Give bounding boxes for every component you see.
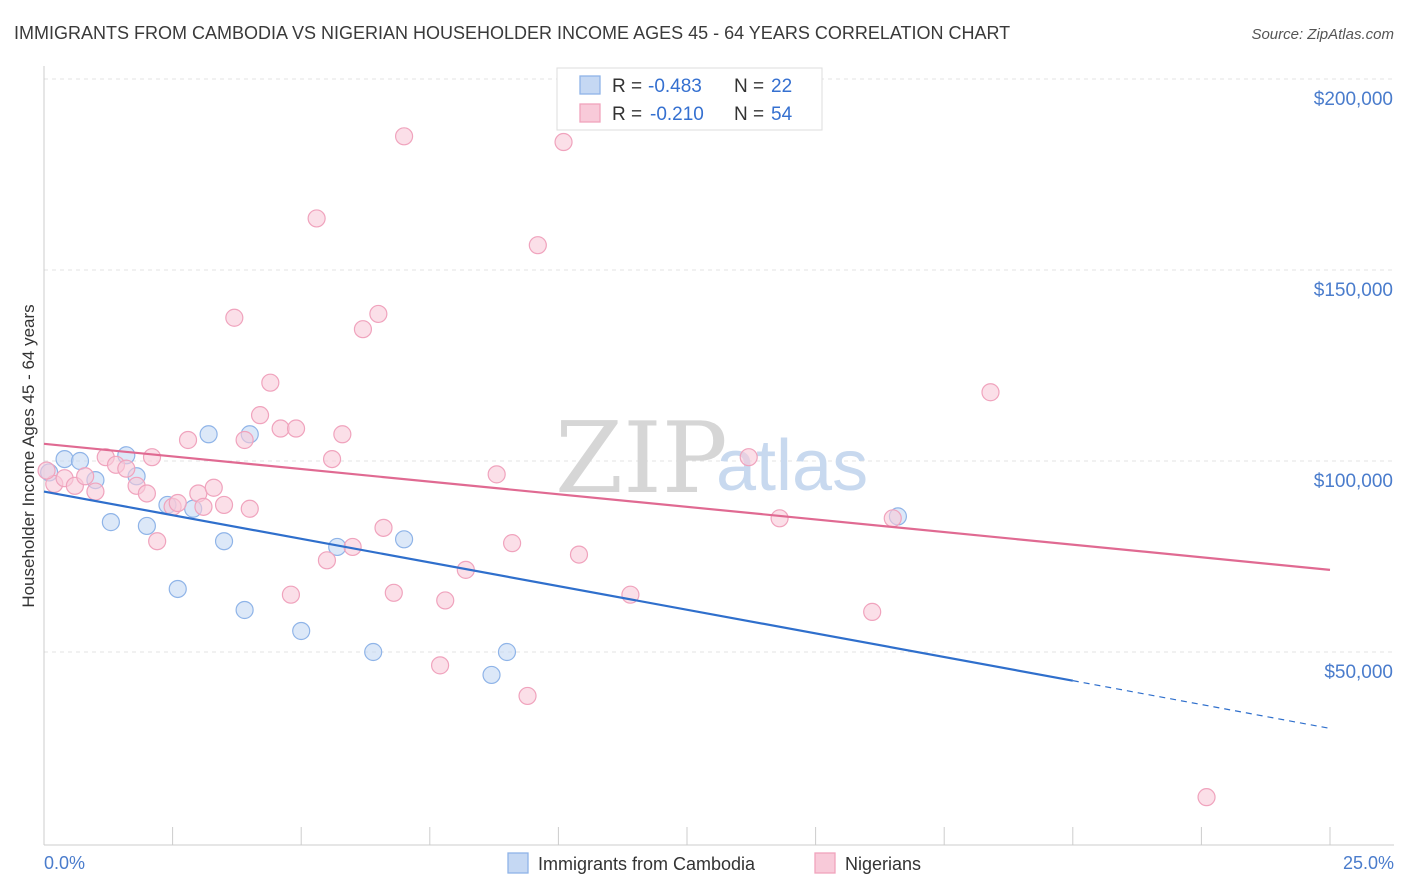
data-point [883, 509, 902, 528]
data-point [333, 425, 352, 444]
data-point [235, 600, 254, 620]
data-point [117, 459, 136, 478]
data-point [863, 602, 882, 621]
data-point [394, 127, 414, 146]
y-tick-label: $50,000 [1324, 662, 1393, 683]
data-point [199, 425, 218, 444]
series-legend-swatch-nigerians[interactable] [814, 852, 836, 874]
data-point [503, 534, 522, 553]
gridlines [44, 78, 1394, 653]
data-point [353, 320, 373, 339]
stats-legend-swatch-cambodia [579, 75, 601, 95]
data-point [76, 467, 95, 486]
y-axis-title: Householder Income Ages 45 - 64 years [19, 304, 38, 607]
legend-n-value-nigerians: 54 [771, 104, 793, 125]
data-point [142, 448, 162, 467]
series-legend-label-cambodia[interactable]: Immigrants from Cambodia [538, 854, 756, 874]
trend-lines [43, 442, 1331, 729]
data-point [225, 308, 244, 327]
data-point [261, 373, 280, 392]
data-point [497, 642, 517, 662]
data-point [739, 448, 758, 467]
data-point [518, 686, 537, 706]
data-point [70, 451, 90, 471]
stats-legend: R = -0.483 N = 22 R = -0.210 N = 54 [556, 67, 823, 131]
data-point [137, 516, 156, 536]
stats-legend-swatch-nigerians [579, 103, 601, 123]
data-point [554, 132, 573, 152]
x-tick-label-max: 25.0% [1343, 853, 1394, 873]
trend-line-extension-cambodia [1072, 680, 1331, 729]
data-point [86, 482, 105, 501]
legend-n-value-cambodia: 22 [771, 76, 792, 97]
data-point [317, 551, 337, 570]
stats-legend-box [556, 67, 823, 131]
trend-line-cambodia [43, 490, 1073, 682]
data-point [770, 509, 789, 528]
data-point [384, 583, 403, 602]
series-points-nigerians [37, 127, 1216, 807]
data-point [214, 532, 234, 551]
data-point [394, 530, 414, 549]
x-tick-label-min: 0.0% [44, 853, 85, 873]
data-point [482, 665, 501, 685]
data-point [286, 419, 306, 438]
data-point [55, 449, 74, 469]
data-point [364, 642, 383, 662]
data-point [528, 236, 547, 255]
watermark-zip: ZIP [555, 402, 728, 516]
data-point [322, 449, 342, 469]
trend-line-nigerians [43, 442, 1331, 571]
data-point [37, 461, 56, 480]
legend-r-value-nigerians: -0.210 [650, 104, 704, 125]
y-tick-label: $150,000 [1314, 280, 1393, 301]
data-point [374, 518, 393, 537]
data-point [214, 495, 234, 515]
data-point [436, 591, 455, 610]
data-point [369, 304, 388, 324]
data-point [292, 621, 311, 641]
legend-n-label-nigerians: N = [734, 104, 764, 125]
data-point [137, 484, 156, 503]
data-point [487, 465, 506, 484]
y-tick-label: $100,000 [1314, 471, 1393, 492]
legend-n-label-cambodia: N = [734, 76, 764, 97]
data-point [101, 513, 120, 532]
data-point [307, 209, 326, 228]
data-point [1197, 788, 1216, 807]
legend-r-label-nigerians: R = [612, 104, 642, 125]
data-point [271, 419, 290, 438]
data-point [168, 493, 187, 513]
data-point [240, 499, 259, 518]
data-point [281, 585, 301, 604]
data-point [168, 579, 187, 599]
x-axis-ticks [43, 827, 1331, 845]
data-point [235, 430, 254, 450]
data-point [981, 383, 1000, 402]
data-point [148, 532, 167, 551]
series-legend-swatch-cambodia[interactable] [507, 852, 529, 874]
chart-source: Source: ZipAtlas.com [1251, 26, 1394, 43]
data-point [204, 478, 223, 497]
series-legend-label-nigerians[interactable]: Nigerians [845, 854, 921, 874]
y-axis-labels: $50,000 $100,000 $150,000 $200,000 [1314, 89, 1393, 683]
legend-r-value-cambodia: -0.483 [648, 76, 702, 97]
data-point [430, 656, 450, 675]
data-point [569, 545, 589, 564]
data-point [178, 430, 198, 450]
chart-title: IMMIGRANTS FROM CAMBODIA VS NIGERIAN HOU… [14, 23, 1010, 43]
legend-r-label-cambodia: R = [612, 76, 642, 97]
data-point [250, 406, 270, 425]
data-point [194, 497, 213, 516]
scatter-points [37, 127, 1216, 807]
series-legend: Immigrants from Cambodia Nigerians [507, 852, 921, 874]
y-tick-label: $200,000 [1314, 89, 1393, 110]
watermark-atlas: atlas [716, 426, 868, 506]
